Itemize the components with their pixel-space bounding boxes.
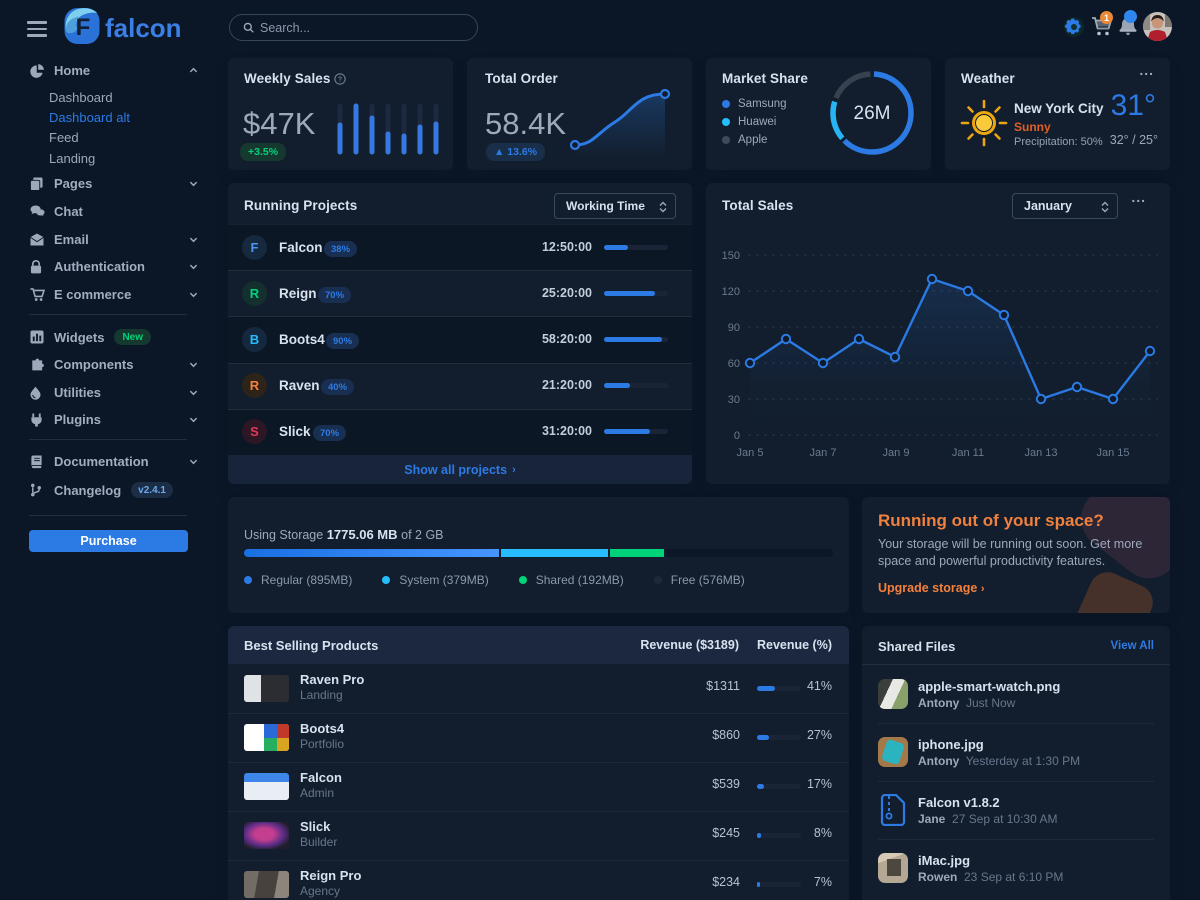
svg-text:?: ? [338,74,343,83]
svg-text:Jan 13: Jan 13 [1024,447,1057,459]
svg-text:0: 0 [734,430,740,442]
svg-text:120: 120 [722,286,740,298]
svg-text:F: F [76,14,91,41]
svg-text:Jan 15: Jan 15 [1096,447,1129,459]
svg-text:26M: 26M [854,103,891,124]
svg-text:Jan 11: Jan 11 [952,447,984,459]
svg-text:30: 30 [728,394,740,406]
svg-text:Jan 9: Jan 9 [883,447,910,459]
svg-text:Jan 5: Jan 5 [737,447,764,459]
svg-text:150: 150 [722,250,740,262]
svg-text:90: 90 [728,322,740,334]
svg-text:Jan 7: Jan 7 [810,447,837,459]
svg-text:60: 60 [728,358,740,370]
